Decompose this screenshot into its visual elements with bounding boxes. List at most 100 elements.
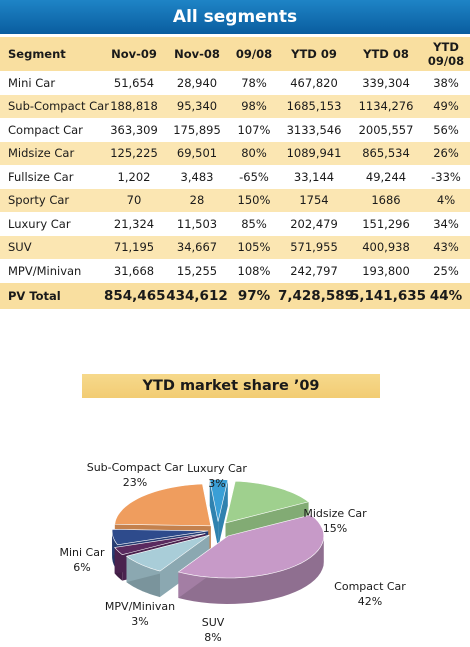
table-cell: 69,501	[164, 141, 230, 165]
segment-name: Fullsize Car	[0, 165, 104, 189]
table-cell: 150%	[230, 188, 278, 212]
total-cell: 5,141,635	[350, 282, 426, 309]
slice-value-label: 3%	[208, 477, 225, 490]
table-cell: 3,483	[164, 165, 230, 189]
table-row: SUV 71,195 34,667 105% 571,955 400,938 43%	[0, 235, 470, 259]
table-cell: 78%	[230, 71, 278, 95]
total-cell: 434,612	[164, 282, 230, 309]
table-cell: 26%	[422, 141, 470, 165]
table-cell: 28	[164, 188, 230, 212]
table-cell: 56%	[422, 118, 470, 142]
market-share-pie-chart: Luxury Car 3% Midsize Car 15% Compact Car 42%…	[59, 461, 406, 644]
table-cell: 108%	[230, 259, 278, 283]
total-cell: 44%	[422, 282, 470, 309]
total-cell: 7,428,589	[278, 282, 354, 309]
slice-label: Compact Car	[334, 580, 406, 593]
pie-slice-edge	[218, 479, 228, 548]
table-row: MPV/Minivan 31,668 15,255 108% 242,797 193,80…	[0, 259, 470, 283]
table-cell: 25%	[422, 259, 470, 283]
table-cell: 11,503	[164, 212, 230, 236]
section-title: All segments	[0, 0, 470, 34]
column-header: 09/08	[230, 37, 278, 71]
table-row: Midsize Car 125,225 69,501 80% 1089,941 865,5…	[0, 141, 470, 165]
slice-value-label: 6%	[73, 561, 90, 574]
table-cell: 105%	[230, 235, 278, 259]
table-cell: 49,244	[350, 165, 422, 189]
table-row: Sporty Car 70 28 150% 1754 1686 4%	[0, 188, 470, 212]
segment-name: MPV/Minivan	[0, 259, 104, 283]
total-row: PV Total 854,465 434,612 97% 7,428,589 5,141,…	[0, 282, 470, 309]
table-cell: 188,818	[104, 94, 164, 118]
table-cell: 1,202	[104, 165, 164, 189]
table-cell: 202,479	[278, 212, 350, 236]
table-cell: 1134,276	[350, 94, 422, 118]
table-row: Sub-Compact Car 188,818 95,340 98% 1685,153 1…	[0, 94, 470, 118]
table-cell: 2005,557	[350, 118, 422, 142]
table-cell: 34,667	[164, 235, 230, 259]
pie-slice-edge	[209, 479, 219, 548]
slice-value-label: 23%	[123, 476, 147, 489]
slice-label: MPV/Minivan	[105, 600, 175, 613]
segment-name: Sub-Compact Car	[0, 94, 109, 118]
table-cell: 400,938	[350, 235, 422, 259]
table-cell: 467,820	[278, 71, 350, 95]
slice-value-label: 15%	[323, 522, 347, 535]
table-cell: 125,225	[104, 141, 164, 165]
table-row: Luxury Car 21,324 11,503 85% 202,479 151,296 3…	[0, 212, 470, 236]
pie-slice-mpv-minivan	[114, 533, 206, 556]
total-label: PV Total	[0, 282, 104, 309]
table-cell: 85%	[230, 212, 278, 236]
table-cell: 151,296	[350, 212, 422, 236]
table-cell: 98%	[230, 94, 278, 118]
slice-value-label: 8%	[204, 631, 221, 644]
pie-slice-luxury-car	[209, 479, 229, 522]
table-cell: 571,955	[278, 235, 350, 259]
table-cell: 38%	[422, 71, 470, 95]
segment-name: Sporty Car	[0, 188, 104, 212]
table-cell: 15,255	[164, 259, 230, 283]
table-row: Mini Car 51,654 28,940 78% 467,820 339,304 38%	[0, 71, 470, 95]
table-cell: 1754	[278, 188, 350, 212]
table-header-row: Segment Nov-09 Nov-08 09/08 YTD 09 YTD 08 YTD …	[0, 37, 470, 71]
segments-table: Segment Nov-09 Nov-08 09/08 YTD 09 YTD 08 YTD …	[0, 37, 470, 309]
total-cell: 854,465	[104, 282, 166, 309]
column-header: Nov-08	[164, 37, 230, 71]
column-header: Segment	[0, 37, 104, 71]
slice-label: Midsize Car	[303, 507, 367, 520]
table-cell: 175,895	[164, 118, 230, 142]
table-cell: 1686	[350, 188, 422, 212]
chart-title: YTD market share ’09	[82, 374, 380, 398]
column-header: Nov-09	[104, 37, 164, 71]
total-cell: 97%	[230, 282, 278, 309]
slice-value-label: 3%	[131, 615, 148, 628]
segment-name: Mini Car	[0, 71, 104, 95]
table-cell: 865,534	[350, 141, 422, 165]
table-cell: 95,340	[164, 94, 230, 118]
table-cell: 43%	[422, 235, 470, 259]
pie-slice-side	[178, 536, 324, 604]
slice-value-label: 42%	[358, 595, 382, 608]
table-cell: -33%	[422, 165, 470, 189]
table-cell: 3133,546	[278, 118, 350, 142]
pie-slice-mini-car	[111, 528, 209, 546]
table-cell: 21,324	[104, 212, 164, 236]
table-cell: 51,654	[104, 71, 164, 95]
pie-slice-suv	[125, 534, 210, 572]
table-cell: 33,144	[278, 165, 350, 189]
pie-slice-sub-compact-car	[114, 483, 212, 527]
table-cell: 34%	[422, 212, 470, 236]
table-cell: -65%	[230, 165, 278, 189]
table-row: Fullsize Car 1,202 3,483 -65% 33,144 49,244 -3…	[0, 165, 470, 189]
table-cell: 31,668	[104, 259, 164, 283]
column-header: YTD 08	[350, 37, 422, 71]
column-header: YTD 09/08	[422, 37, 470, 71]
segment-name: Luxury Car	[0, 212, 104, 236]
pie-slice-midsize-car	[225, 480, 310, 524]
table-cell: 107%	[230, 118, 278, 142]
segment-name: Compact Car	[0, 118, 104, 142]
table-cell: 71,195	[104, 235, 164, 259]
table-cell: 28,940	[164, 71, 230, 95]
table-cell: 1685,153	[278, 94, 350, 118]
table-cell: 339,304	[350, 71, 422, 95]
segment-name: SUV	[0, 235, 104, 259]
